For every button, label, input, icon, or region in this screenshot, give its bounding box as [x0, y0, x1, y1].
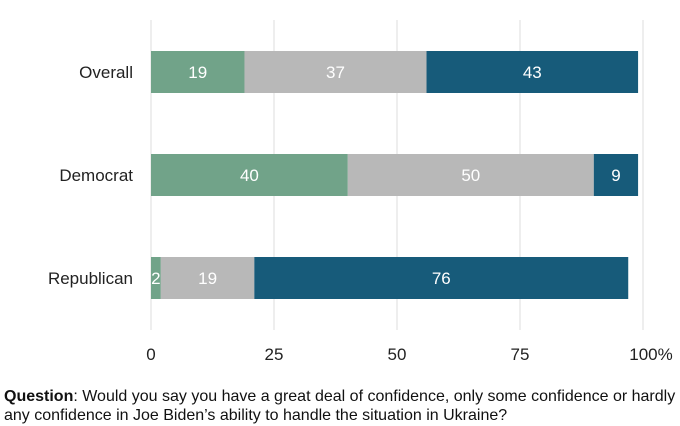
bar-label-republican-segment-0: 2 [151, 269, 160, 288]
x-tick-label-4: 100% [629, 345, 672, 364]
bar-label-democrat-segment-0: 40 [240, 166, 259, 185]
x-axis-ticks: 0 25 50 75 100% [146, 345, 672, 364]
bar-republican-segment-1 [160, 257, 255, 299]
stacked-bar-chart: 19 37 43 40 50 9 2 19 76 Overall Democrat Republic… [48, 20, 673, 364]
bar-republican-segment-2 [254, 257, 629, 299]
question-caption: Question: Would you say you have a great… [4, 387, 676, 425]
bar-label-democrat-segment-2: 9 [611, 166, 620, 185]
bar-label-overall-segment-2: 43 [523, 63, 542, 82]
bar-label-republican-segment-1: 19 [198, 269, 217, 288]
x-tick-label-2: 50 [388, 345, 407, 364]
bar-label-republican-segment-2: 76 [432, 269, 451, 288]
bar-label-overall-segment-0: 19 [188, 63, 207, 82]
category-label-republican: Republican [48, 269, 133, 288]
bar-label-overall-segment-1: 37 [326, 63, 345, 82]
question-text: : Would you say you have a great deal of… [4, 388, 676, 424]
x-tick-label-0: 0 [146, 345, 155, 364]
bar-republican-segment-0 [151, 257, 161, 299]
bar-democrat-segment-2 [593, 154, 639, 196]
bar-democrat-segment-0 [151, 154, 348, 196]
x-tick-label-1: 25 [265, 345, 284, 364]
x-tick-label-3: 75 [511, 345, 530, 364]
bar-overall-segment-2 [426, 51, 639, 93]
category-labels: Overall Democrat Republican [48, 63, 133, 288]
bars: 19 37 43 40 50 9 2 19 76 [151, 51, 639, 299]
bar-overall-segment-0 [151, 51, 245, 93]
category-label-overall: Overall [79, 63, 133, 82]
question-label: Question [4, 388, 74, 405]
category-label-democrat: Democrat [59, 166, 133, 185]
bar-label-democrat-segment-1: 50 [461, 166, 480, 185]
bar-democrat-segment-1 [347, 154, 594, 196]
bar-overall-segment-1 [244, 51, 427, 93]
